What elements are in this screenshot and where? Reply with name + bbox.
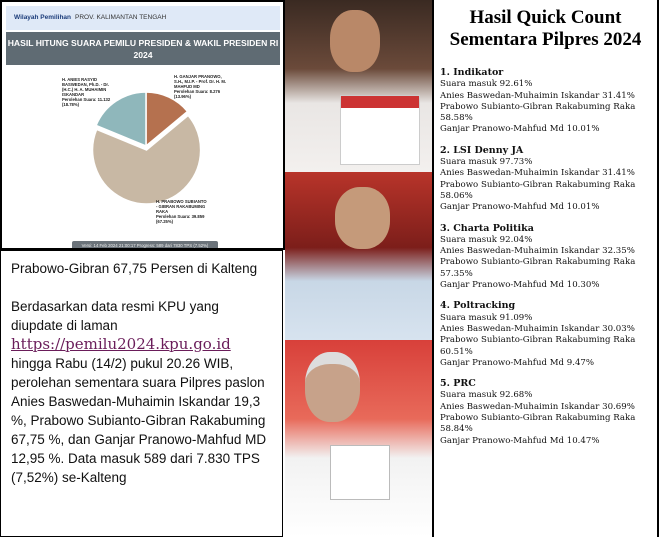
poll-line: Ganjar Pranowo-Mahfud Md 10.01% <box>440 202 600 213</box>
poll-line: Ganjar Pranowo-Mahfud Md 10.47% <box>440 435 600 446</box>
poll-line: Ganjar Pranowo-Mahfud Md 10.01% <box>440 124 600 135</box>
pie-slice-1 <box>91 114 202 205</box>
poll-line: Prabowo Subianto-Gibran Rakabuming Raka … <box>440 335 636 357</box>
chart-title: HASIL HITUNG SUARA PEMILU PRESIDEN & WAK… <box>6 32 280 65</box>
poll-line: Anies Baswedan-Muhaimin Iskandar 30.69% <box>440 401 635 412</box>
poll-name: 2. LSI Denny JA <box>440 144 524 156</box>
poll-line: Prabowo Subianto-Gibran Rakabuming Raka … <box>440 179 636 201</box>
pie-slice-2 <box>95 91 147 148</box>
article-paragraph-2: hingga Rabu (14/2) pukul 20.26 WIB, pero… <box>11 356 267 485</box>
poll-line: Prabowo Subianto-Gibran Rakabuming Raka … <box>440 101 636 124</box>
pie-chart <box>91 91 202 205</box>
poll-name: 5. PRC <box>440 378 476 390</box>
label-ganjar: H. GANJAR PRANOWO, S.H., M.I.P. - Prof. … <box>174 74 227 99</box>
poll-line: Prabowo Subianto-Gibran Rakabuming Raka … <box>440 257 636 279</box>
poll-line: Anies Baswedan-Muhaimin Iskandar 31.41% <box>440 90 635 101</box>
poll-line: Prabowo Subianto-Gibran Rakabuming Raka … <box>440 413 636 435</box>
poll-line: Suara masuk 92.68% <box>440 390 533 401</box>
label-anies: H. ANIES RASYID BASWEDAN, Ph.D. - Dr. (H… <box>62 77 111 107</box>
label-prabowo: H. PRABOWO SUBIANTO - GIBRAN RAKABUMING … <box>156 199 207 224</box>
article-headline: Prabowo-Gibran 67,75 Persen di Kalteng <box>11 261 258 276</box>
version-badge: Versi: 14 Feb 2024 21:00:17 Progress: 58… <box>72 241 218 248</box>
poll-line: Ganjar Pranowo-Mahfud Md 9.47% <box>440 357 595 368</box>
photo-ganjar <box>285 340 432 537</box>
poll-name: 4. Poltracking <box>440 300 516 312</box>
region-value: PROV. KALIMANTAN TENGAH <box>75 14 167 21</box>
kpu-link[interactable]: https://pemilu2024.kpu.go.id <box>11 335 231 353</box>
photo-anies <box>285 0 432 172</box>
quick-count-panel: Hasil Quick Count Sementara Pilpres 2024… <box>432 0 659 537</box>
article-text: Prabowo-Gibran 67,75 Persen di Kalteng B… <box>0 250 283 537</box>
poll-3: 3. Charta Politika Suara masuk 92.04% Anie… <box>440 223 651 292</box>
poll-line: Suara masuk 92.04% <box>440 234 533 245</box>
poll-line: Anies Baswedan-Muhaimin Iskandar 30.03% <box>440 323 635 334</box>
poll-line: Anies Baswedan-Muhaimin Iskandar 31.41% <box>440 168 635 179</box>
poll-5: 5. PRC Suara masuk 92.68% Anies Baswedan-M… <box>440 378 651 447</box>
poll-name: 1. Indikator <box>440 67 504 78</box>
photo-prabowo <box>285 172 432 340</box>
region-bar: Wilayah Pemilihan PROV. KALIMANTAN TENGAH <box>6 6 280 30</box>
poll-line: Suara masuk 97.73% <box>440 157 533 168</box>
poll-line: Suara masuk 91.09% <box>440 312 533 323</box>
quick-count-title: Hasil Quick Count Sementara Pilpres 2024 <box>449 7 642 50</box>
poll-line: Anies Baswedan-Muhaimin Iskandar 32.35% <box>440 246 635 257</box>
poll-1: 1. Indikator Suara masuk 92.61% Anies Basw… <box>440 67 651 136</box>
poll-line: Suara masuk 92.61% <box>440 79 533 90</box>
kpu-result-chart: Wilayah Pemilihan PROV. KALIMANTAN TENGAH… <box>0 0 285 250</box>
poll-2: 2. LSI Denny JA Suara masuk 97.73% Anies B… <box>440 145 651 214</box>
poll-name: 3. Charta Politika <box>440 222 534 234</box>
poll-line: Ganjar Pranowo-Mahfud Md 10.30% <box>440 280 600 291</box>
region-label: Wilayah Pemilihan <box>14 14 72 21</box>
poll-4: 4. Poltracking Suara masuk 91.09% Anies Ba… <box>440 300 651 369</box>
article-paragraph: Berdasarkan data resmi KPU yang diupdate… <box>11 299 219 333</box>
